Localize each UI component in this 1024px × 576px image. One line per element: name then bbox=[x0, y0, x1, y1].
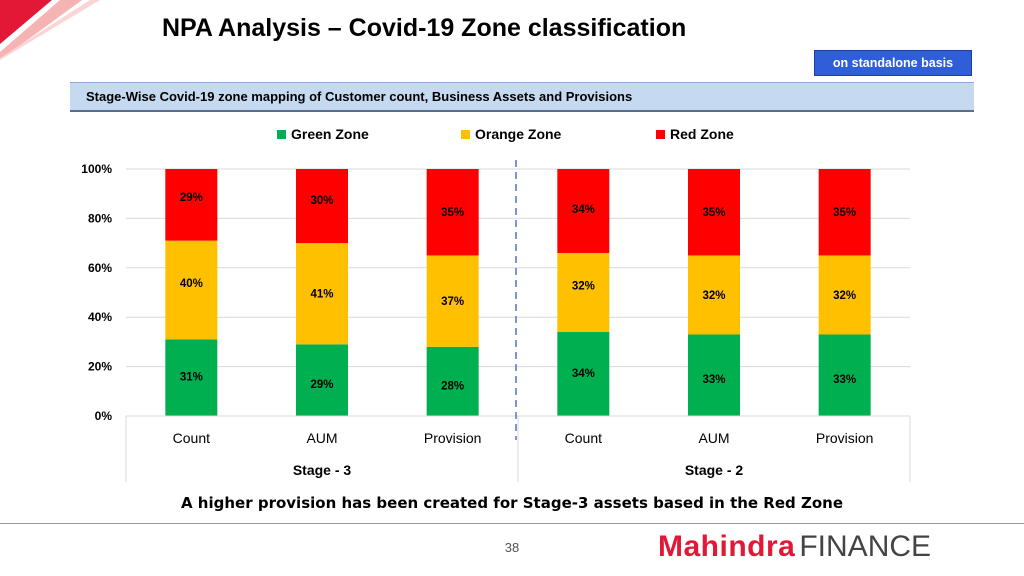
data-label: 32% bbox=[833, 290, 856, 302]
y-tick-label: 60% bbox=[88, 261, 112, 275]
legend-label: Green Zone bbox=[291, 126, 369, 142]
bar-orange-zone bbox=[688, 255, 740, 335]
chart-bars bbox=[165, 169, 871, 416]
section-heading-text: Stage-Wise Covid-19 zone mapping of Cust… bbox=[86, 89, 633, 104]
y-tick-label: 0% bbox=[95, 409, 113, 423]
data-label: 40% bbox=[180, 278, 203, 290]
y-tick-label: 80% bbox=[88, 211, 112, 225]
footer-divider bbox=[0, 523, 1024, 524]
chart-legend: Green Zone Orange Zone Red Zone bbox=[277, 126, 734, 142]
x-category-label: Provision bbox=[816, 430, 874, 446]
bar-green-zone bbox=[426, 346, 479, 416]
page-title: NPA Analysis – Covid-19 Zone classificat… bbox=[162, 14, 687, 42]
bar-red-zone bbox=[557, 169, 610, 253]
data-label: 34% bbox=[572, 204, 595, 216]
bar-orange-zone bbox=[296, 243, 348, 345]
data-label: 31% bbox=[180, 372, 203, 384]
legend-label: Orange Zone bbox=[475, 126, 562, 142]
legend-swatch bbox=[277, 130, 286, 139]
bar-green-zone bbox=[557, 332, 610, 416]
x-axis: Count AUM Provision Count AUM Provision Stage … bbox=[125, 160, 911, 482]
stacked-bar-chart: Green Zone Orange Zone Red Zone 0% 20% 40% 60… bbox=[81, 126, 911, 482]
standalone-basis-badge: on standalone basis bbox=[814, 50, 972, 76]
y-tick-label: 20% bbox=[88, 360, 112, 374]
bar-red-zone bbox=[165, 169, 218, 241]
y-axis: 0% 20% 40% 60% 80% 100% bbox=[81, 162, 112, 423]
bar-green-zone bbox=[688, 334, 740, 416]
legend-label: Red Zone bbox=[670, 126, 734, 142]
corner-decoration bbox=[0, 0, 100, 60]
bar-orange-zone bbox=[818, 255, 871, 335]
data-label: 30% bbox=[310, 195, 333, 207]
bar-red-zone bbox=[688, 169, 740, 256]
data-label: 41% bbox=[310, 289, 333, 301]
data-label: 35% bbox=[702, 207, 725, 219]
x-category-label: Count bbox=[173, 430, 210, 446]
y-tick-label: 100% bbox=[81, 162, 112, 176]
page-number: 38 bbox=[504, 540, 520, 555]
bar-green-zone bbox=[165, 339, 218, 416]
logo-brand-text: Mahindra bbox=[658, 530, 796, 563]
chart-footnote: A higher provision has been created for … bbox=[180, 494, 844, 512]
bar-orange-zone bbox=[426, 255, 479, 347]
bar-green-zone bbox=[818, 334, 871, 416]
bar-red-zone bbox=[818, 169, 871, 256]
data-label: 28% bbox=[441, 380, 464, 392]
bar-green-zone bbox=[296, 344, 348, 416]
bar-red-zone bbox=[296, 169, 348, 244]
y-tick-label: 40% bbox=[88, 310, 112, 324]
bar-red-zone bbox=[426, 169, 479, 256]
x-group-label: Stage - 2 bbox=[685, 462, 744, 478]
bar-orange-zone bbox=[165, 240, 218, 340]
data-labels: 31% 40% 29% 29% 41% 30% 28% 37% 35% 34% 32% 34% 33% 3… bbox=[180, 192, 856, 393]
data-label: 35% bbox=[441, 207, 464, 219]
x-category-label: Provision bbox=[424, 430, 482, 446]
bar-orange-zone bbox=[557, 252, 610, 333]
data-label: 35% bbox=[833, 207, 856, 219]
data-label: 34% bbox=[572, 368, 595, 380]
section-heading-banner: Stage-Wise Covid-19 zone mapping of Cust… bbox=[70, 82, 974, 112]
data-label: 29% bbox=[180, 192, 203, 204]
legend-swatch bbox=[461, 130, 470, 139]
legend-swatch bbox=[656, 130, 665, 139]
data-label: 33% bbox=[702, 374, 725, 386]
x-category-label: AUM bbox=[698, 430, 729, 446]
x-category-label: Count bbox=[565, 430, 602, 446]
data-label: 32% bbox=[572, 281, 595, 293]
mahindra-finance-logo: Mahindra FINANCE bbox=[658, 532, 931, 562]
data-label: 37% bbox=[441, 296, 464, 308]
data-label: 33% bbox=[833, 374, 856, 386]
x-group-label: Stage - 3 bbox=[293, 462, 352, 478]
chart-gridlines bbox=[126, 168, 910, 417]
data-label: 29% bbox=[310, 379, 333, 391]
x-category-label: AUM bbox=[306, 430, 337, 446]
logo-suffix-text: FINANCE bbox=[799, 530, 932, 563]
data-label: 32% bbox=[702, 290, 725, 302]
